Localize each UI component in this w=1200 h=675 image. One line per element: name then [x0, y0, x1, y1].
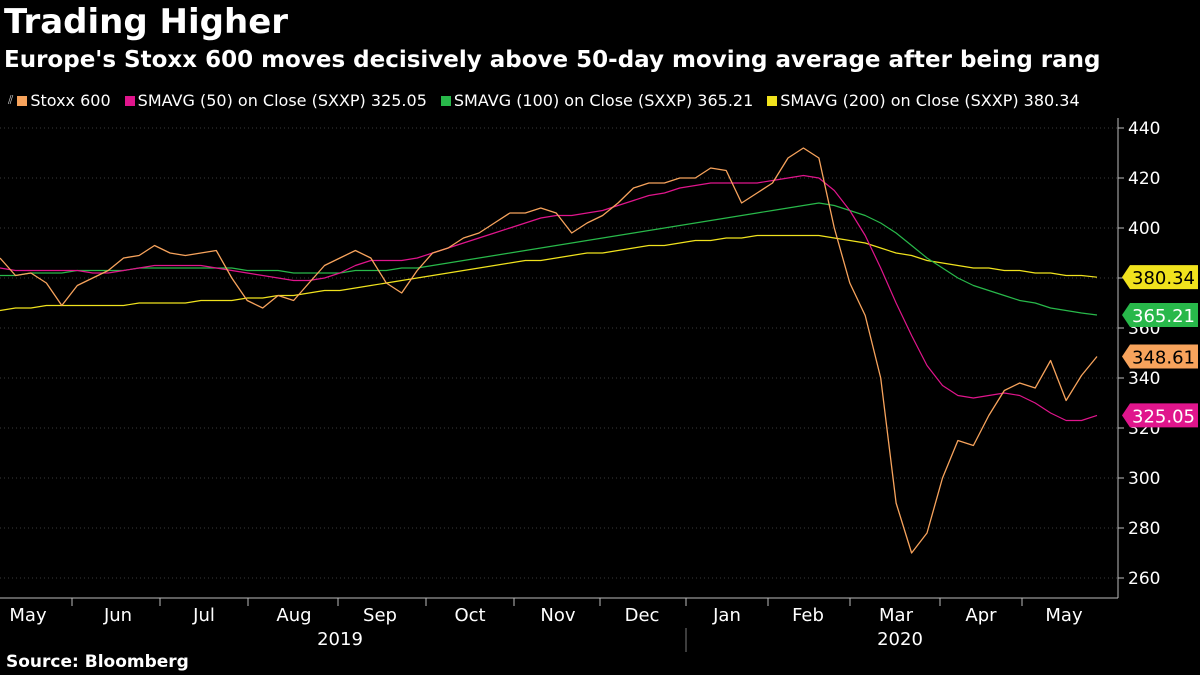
- legend-item-stoxx: Stoxx 600: [17, 91, 111, 110]
- value-tag-bg: [1122, 302, 1198, 327]
- value-tag-bg: [1122, 265, 1198, 290]
- series-line-stoxx-600: [0, 147, 1098, 554]
- year-label: 2019: [317, 629, 363, 650]
- series-line-smavg-50-: [0, 174, 1098, 422]
- y-tick-label: 280: [1128, 519, 1160, 539]
- x-tick-label: Jun: [103, 605, 132, 626]
- value-tag-label: 348.61: [1132, 347, 1195, 368]
- x-tick-label: May: [1045, 605, 1083, 626]
- legend-item-smavg100: SMAVG (100) on Close (SXXP) 365.21: [440, 91, 754, 110]
- legend-label: SMAVG (100) on Close (SXXP) 365.21: [453, 91, 754, 110]
- y-tick-label: 440: [1128, 119, 1160, 139]
- chart-subtitle: Europe's Stoxx 600 moves decisively abov…: [4, 47, 1101, 73]
- x-tick-label: Aug: [276, 605, 311, 626]
- value-tag-smavg-100-: 365.21: [1122, 302, 1198, 327]
- value-tag-label: 365.21: [1132, 306, 1195, 327]
- x-tick-label: Feb: [792, 605, 824, 626]
- x-tick-label: Jan: [712, 605, 741, 626]
- chart-title: Trading Higher: [4, 2, 289, 42]
- legend-handle-icon: ⫽: [8, 93, 14, 107]
- legend-label: SMAVG (200) on Close (SXXP) 380.34: [780, 91, 1080, 110]
- series-line-smavg-100-: [0, 202, 1098, 316]
- y-tick-label: 300: [1128, 469, 1160, 489]
- legend-swatch: [440, 95, 451, 106]
- legend: ⫽ Stoxx 600 SMAVG (50) on Close (SXXP) 3…: [8, 91, 1094, 110]
- legend-label: SMAVG (50) on Close (SXXP) 325.05: [137, 91, 427, 110]
- value-tag-stoxx-600: 348.61: [1122, 344, 1198, 369]
- y-tick-label: 340: [1128, 369, 1160, 389]
- value-tag-label: 380.34: [1132, 268, 1195, 289]
- legend-swatch: [767, 95, 778, 106]
- legend-item-smavg200: SMAVG (200) on Close (SXXP) 380.34: [767, 91, 1080, 110]
- value-tag-bg: [1122, 403, 1198, 428]
- source-note: Source: Bloomberg: [6, 652, 189, 672]
- legend-swatch: [124, 95, 135, 106]
- x-tick-label: Jul: [192, 605, 215, 626]
- x-tick-label: Mar: [879, 605, 914, 626]
- year-label: 2020: [877, 629, 923, 650]
- y-tick-label: 260: [1128, 569, 1160, 589]
- legend-label: Stoxx 600: [30, 91, 111, 110]
- x-tick-label: Nov: [540, 605, 575, 626]
- value-tag-smavg-200-: 380.34: [1122, 265, 1198, 290]
- value-tag-bg: [1122, 344, 1198, 369]
- y-tick-label: 420: [1128, 169, 1160, 189]
- x-tick-label: Dec: [625, 605, 660, 626]
- legend-swatch: [17, 95, 28, 106]
- x-tick-label: May: [9, 605, 47, 626]
- legend-item-smavg50: SMAVG (50) on Close (SXXP) 325.05: [124, 91, 427, 110]
- x-tick-label: Sep: [363, 605, 397, 626]
- x-tick-label: Apr: [965, 605, 997, 626]
- value-tag-smavg-50-: 325.05: [1122, 403, 1198, 428]
- value-tag-label: 325.05: [1132, 406, 1195, 427]
- series-line-smavg-200-: [0, 234, 1098, 312]
- y-tick-label: 400: [1128, 219, 1160, 239]
- x-tick-label: Oct: [454, 605, 485, 626]
